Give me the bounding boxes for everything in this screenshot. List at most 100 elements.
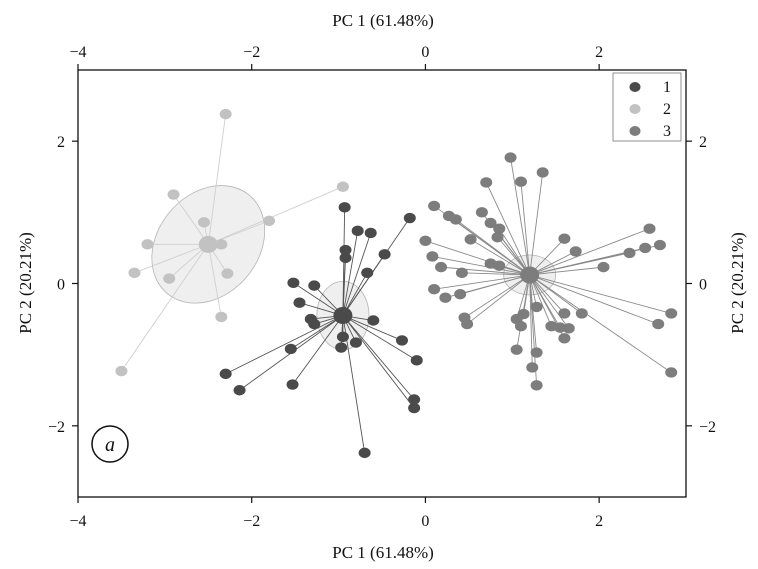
connector-line-group-3 xyxy=(434,274,530,290)
y-tick-label-right: 2 xyxy=(699,134,707,151)
point-group-3 xyxy=(652,318,665,330)
point-group-3 xyxy=(464,234,477,245)
point-group-1 xyxy=(233,385,246,396)
legend-marker-3 xyxy=(629,126,641,136)
x-axis-title-bottom: PC 1 (61.48%) xyxy=(332,543,434,562)
point-group-3 xyxy=(428,283,441,295)
point-group-1 xyxy=(378,249,391,260)
connector-line-group-3 xyxy=(529,172,544,276)
x-tick-label-top: 2 xyxy=(595,44,603,61)
connector-line-group-3 xyxy=(461,272,530,276)
centroid-group-3 xyxy=(520,266,540,284)
connector-line-group-1 xyxy=(342,257,346,316)
group-centroids xyxy=(198,235,540,325)
connector-line-group-2 xyxy=(208,186,344,245)
legend-box xyxy=(612,72,682,142)
x-tick-label-top: −4 xyxy=(69,44,86,61)
legend-label-1: 1 xyxy=(663,79,671,96)
point-group-3 xyxy=(493,260,506,271)
point-group-3 xyxy=(643,223,656,234)
point-group-3 xyxy=(454,288,467,300)
point-group-3 xyxy=(530,347,543,358)
x-tick-label-bottom: −4 xyxy=(69,513,86,530)
point-group-3 xyxy=(419,235,432,246)
point-group-3 xyxy=(510,344,523,355)
point-group-3 xyxy=(526,362,539,373)
point-group-1 xyxy=(408,394,421,405)
point-group-1 xyxy=(339,252,352,264)
y-tick-label-right: −2 xyxy=(699,419,716,436)
connector-line-group-3 xyxy=(529,274,552,327)
point-group-2 xyxy=(219,108,232,120)
x-tick-label-bottom: 0 xyxy=(421,513,429,530)
point-group-1 xyxy=(339,244,352,256)
x-axis-title-top: PC 1 (61.48%) xyxy=(332,11,434,30)
point-group-1 xyxy=(284,343,297,355)
point-group-1 xyxy=(364,227,377,239)
point-group-3 xyxy=(493,223,506,234)
connector-line-group-1 xyxy=(292,315,344,385)
point-group-3 xyxy=(461,318,474,330)
point-group-2 xyxy=(128,267,141,279)
point-group-3 xyxy=(455,267,468,279)
point-group-1 xyxy=(395,335,408,346)
point-group-1 xyxy=(408,402,421,414)
point-group-1 xyxy=(361,267,374,279)
point-group-1 xyxy=(308,318,321,330)
point-group-3 xyxy=(504,152,517,163)
axis-ticks xyxy=(72,64,692,503)
legend-label-3: 3 xyxy=(663,123,671,140)
point-group-2 xyxy=(141,239,154,250)
connector-line-group-1 xyxy=(290,315,344,350)
point-group-3 xyxy=(558,308,571,319)
point-group-3 xyxy=(665,308,678,319)
point-group-2 xyxy=(167,189,180,200)
connector-line-group-2 xyxy=(207,244,222,318)
point-group-3 xyxy=(491,232,504,243)
connector-line-group-2 xyxy=(173,194,209,245)
y-tick-label-left: 2 xyxy=(57,134,65,151)
x-tick-label-top: 0 xyxy=(421,44,429,61)
y-tick-label-left: 0 xyxy=(57,277,65,294)
point-group-3 xyxy=(514,176,527,187)
connector-line-group-2 xyxy=(121,244,209,372)
centroid-group-2 xyxy=(198,235,218,253)
connector-line-group-3 xyxy=(432,256,530,276)
point-group-3 xyxy=(426,251,439,262)
legend-label-2: 2 xyxy=(663,101,671,118)
point-group-2 xyxy=(263,215,276,227)
point-group-1 xyxy=(349,337,362,348)
point-group-3 xyxy=(475,207,488,218)
connector-line-group-3 xyxy=(464,274,530,319)
legend: 1 2 3 xyxy=(612,72,682,142)
connector-line-group-3 xyxy=(529,274,570,329)
point-group-2 xyxy=(336,181,349,192)
connector-line-group-3 xyxy=(529,274,659,325)
point-group-1 xyxy=(338,202,351,213)
legend-marker-2 xyxy=(629,104,641,114)
x-tick-label-bottom: 2 xyxy=(595,513,603,530)
connector-line-group-3 xyxy=(485,182,531,276)
connector-line-group-1 xyxy=(342,230,359,316)
connector-line-group-2 xyxy=(207,114,227,245)
connector-line-group-2 xyxy=(134,243,209,274)
point-group-1 xyxy=(410,355,423,366)
point-group-1 xyxy=(286,379,299,390)
connector-line-group-1 xyxy=(342,217,411,316)
point-group-1 xyxy=(358,447,371,459)
point-group-2 xyxy=(221,268,234,279)
panel-label-text: a xyxy=(105,434,115,456)
point-group-3 xyxy=(439,292,452,303)
point-group-1 xyxy=(308,280,321,291)
x-tick-label-bottom: −2 xyxy=(243,513,260,530)
point-group-1 xyxy=(335,342,348,353)
point-group-3 xyxy=(484,217,497,229)
point-group-2 xyxy=(197,217,210,228)
y-tick-label-right: 0 xyxy=(699,277,707,294)
point-group-3 xyxy=(536,167,549,178)
point-group-3 xyxy=(449,214,462,225)
point-group-3 xyxy=(575,308,588,319)
connector-line-group-1 xyxy=(225,315,344,375)
point-group-1 xyxy=(287,277,300,288)
